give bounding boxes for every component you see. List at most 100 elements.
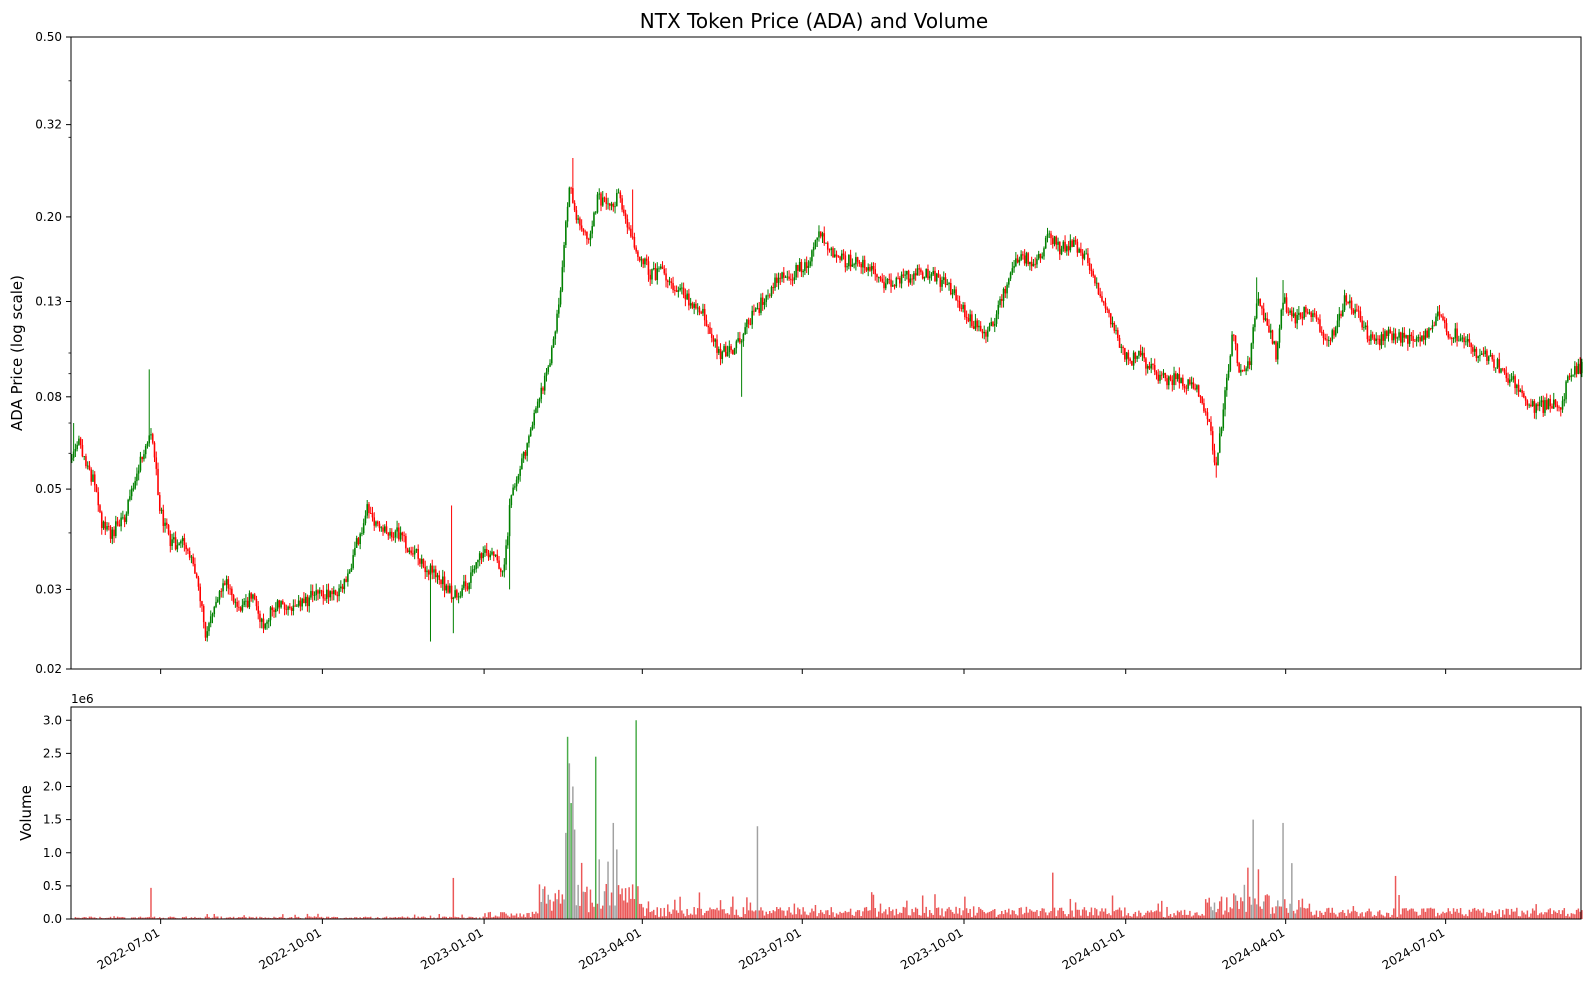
candle (830, 247, 832, 256)
candle (704, 304, 706, 326)
volume-bar (831, 907, 832, 919)
candle (897, 272, 899, 279)
candle (915, 268, 917, 280)
candle (314, 591, 316, 600)
candle-body (279, 600, 281, 607)
candle (1047, 228, 1049, 243)
candle (1419, 332, 1421, 347)
candle (843, 249, 845, 259)
volume-bar (702, 915, 703, 919)
candle (1201, 396, 1203, 405)
candle-body (1157, 375, 1159, 381)
volume-bar (1075, 902, 1076, 919)
candle (864, 256, 866, 273)
candle-body (1368, 339, 1370, 341)
candle (1133, 350, 1135, 369)
volume-bar (762, 911, 763, 919)
candle (516, 476, 518, 491)
candle (1333, 327, 1335, 339)
candle (83, 456, 85, 460)
candle (257, 601, 259, 619)
volume-bar (1282, 823, 1283, 919)
candle (1094, 275, 1096, 287)
candle-body (641, 259, 643, 260)
volume-bar (693, 907, 694, 919)
candle-body (1578, 364, 1580, 374)
volume-bar (1156, 910, 1157, 919)
volume-bar (887, 915, 888, 919)
volume-bar (607, 862, 608, 919)
candle-body (1323, 332, 1325, 338)
candle-body (1469, 339, 1471, 343)
candle (511, 495, 513, 508)
candle (338, 584, 340, 601)
volume-bar (1261, 909, 1262, 919)
candle-body (419, 559, 421, 564)
candle-body (337, 595, 339, 596)
volume-bar (1451, 914, 1452, 919)
volume-bar (556, 899, 557, 919)
candle (1388, 327, 1390, 342)
volume-bar (781, 910, 782, 919)
volume-bar (1286, 908, 1287, 919)
volume-bar (1013, 911, 1014, 919)
candle (1340, 311, 1342, 319)
candle-body (238, 607, 240, 608)
volume-bar (1333, 913, 1334, 919)
candle-body (498, 560, 500, 568)
candle-body (417, 549, 419, 559)
candle-body (1017, 258, 1019, 262)
candle-body (588, 239, 590, 240)
candle (247, 597, 249, 608)
candle-body (653, 268, 655, 269)
candle (1282, 280, 1284, 316)
candle-body (725, 346, 727, 356)
candle-body (850, 255, 852, 267)
candle-body (189, 551, 191, 558)
volume-bar (1409, 909, 1410, 919)
candle (1186, 385, 1188, 395)
candle-body (133, 489, 135, 490)
candle (1567, 375, 1569, 383)
volume-bar (743, 907, 744, 919)
volume-bar (922, 895, 923, 919)
candle (1405, 335, 1407, 339)
volume-bar (635, 720, 636, 919)
candle (1212, 426, 1214, 454)
candle (1057, 238, 1059, 252)
candle-body (308, 598, 310, 607)
candle-body (1027, 253, 1029, 264)
candle-body (335, 590, 337, 594)
candle (1092, 269, 1094, 278)
candle (189, 547, 191, 560)
volume-bar (504, 912, 505, 919)
volume-bar (1458, 913, 1459, 919)
candle (699, 306, 701, 315)
volume-bar (695, 915, 696, 919)
candle-body (150, 434, 152, 435)
candle (194, 558, 196, 574)
candle-body (1537, 404, 1539, 406)
volume-bar (1251, 905, 1252, 919)
candle-body (829, 250, 831, 251)
candle-body (976, 321, 978, 328)
candle (1115, 325, 1117, 335)
candle-body (931, 274, 933, 276)
candle (1361, 316, 1363, 330)
volume-bar (1008, 909, 1009, 919)
candle-body (788, 277, 790, 279)
volume-bar (570, 803, 571, 919)
candle-body (171, 539, 173, 546)
candle (966, 310, 968, 323)
candle (1470, 343, 1472, 354)
candle-body (816, 237, 818, 240)
candle (431, 560, 433, 580)
volume-x-tick-label: 2023-10-01 (898, 925, 965, 972)
candle (1289, 308, 1291, 315)
candle-body (1228, 371, 1230, 378)
volume-bar (989, 912, 990, 919)
candle (994, 318, 996, 332)
candle-body (372, 513, 374, 517)
candle-body (558, 304, 560, 313)
volume-bar (583, 892, 584, 919)
